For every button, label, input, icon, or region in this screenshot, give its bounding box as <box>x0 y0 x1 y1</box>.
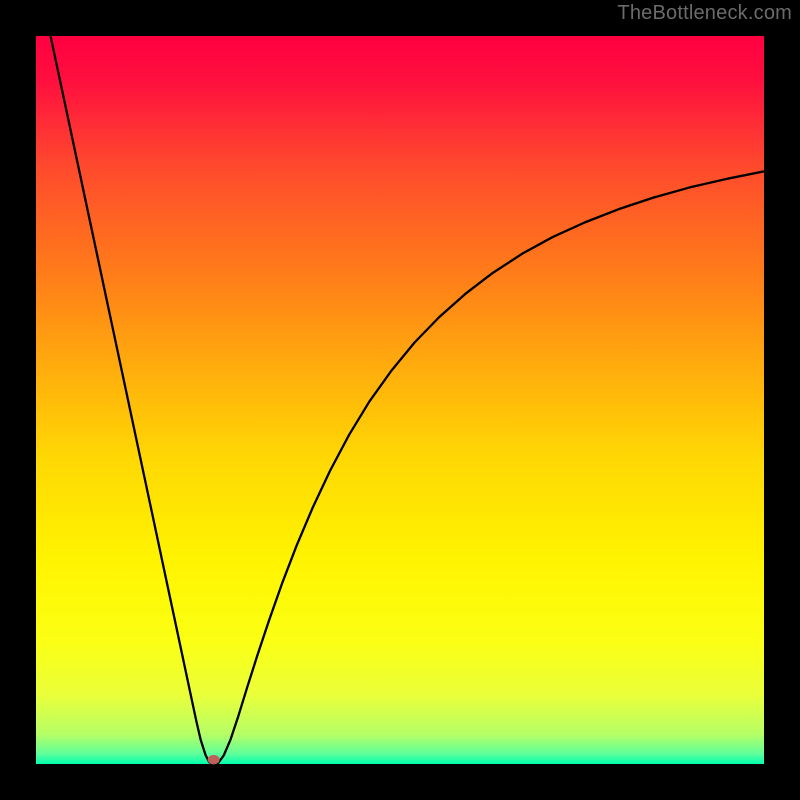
chart-container: TheBottleneck.com <box>0 0 800 800</box>
bottleneck-curve-chart <box>0 0 800 800</box>
optimal-point-marker <box>208 755 220 765</box>
chart-plot-area <box>36 36 764 764</box>
